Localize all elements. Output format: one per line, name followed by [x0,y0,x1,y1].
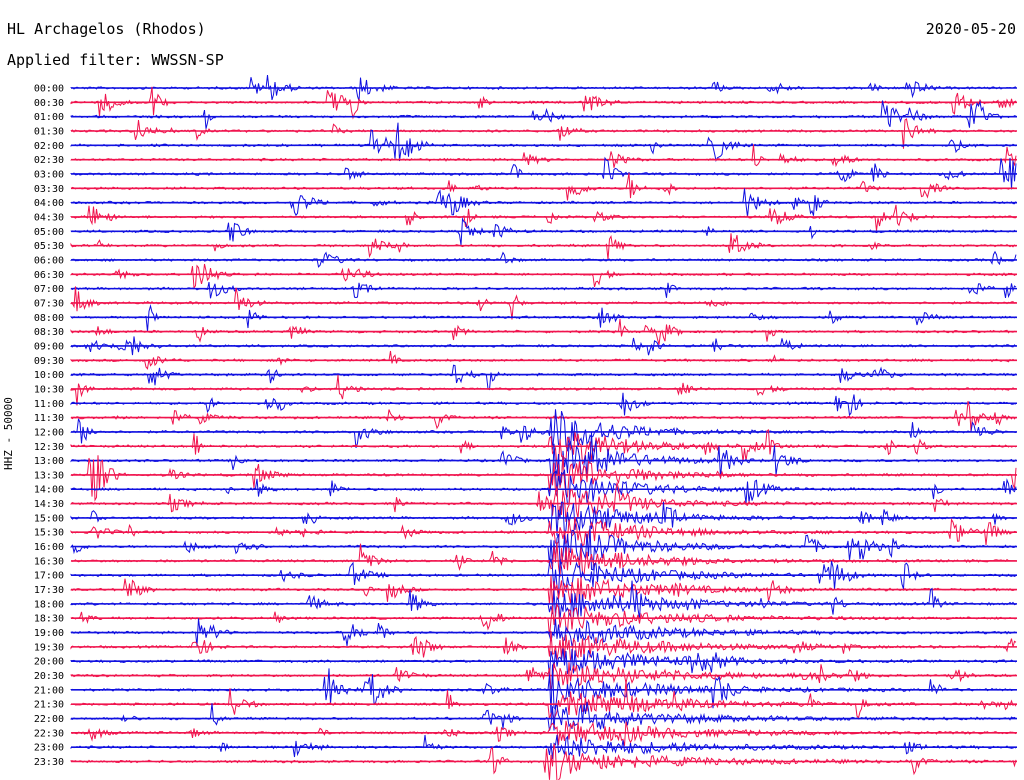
trace-line [70,580,1017,620]
time-label: 02:00 [34,141,64,152]
trace-line [70,122,1017,162]
time-label: 01:00 [34,112,64,123]
date-label: 2020-05-20 [925,20,1016,38]
time-label: 06:30 [34,270,64,281]
trace-line [70,263,1017,290]
time-label: 13:30 [34,470,64,481]
station-title: HL Archagelos (Rhodos) [7,20,206,38]
time-label: 15:00 [34,513,64,524]
time-label: 00:00 [34,84,64,95]
time-label: 18:30 [34,614,64,625]
time-label: 23:30 [34,757,64,768]
time-label: 16:00 [34,542,64,553]
time-label: 10:00 [34,370,64,381]
trace-line [70,701,1017,731]
time-label: 22:00 [34,714,64,725]
trace-line [70,233,1017,260]
time-label: 05:00 [34,227,64,238]
time-label: 20:00 [34,657,64,668]
time-label: 21:30 [34,700,64,711]
trace-line [70,144,1017,168]
time-label: 05:30 [34,241,64,252]
time-label: 12:00 [34,427,64,438]
time-label: 03:30 [34,184,64,195]
time-label: 02:30 [34,155,64,166]
time-label: 07:00 [34,284,64,295]
time-label: 07:30 [34,298,64,309]
trace-line [70,558,1017,597]
time-label: 06:00 [34,255,64,266]
time-label: 04:30 [34,212,64,223]
trace-line [70,542,1017,578]
trace-line [70,409,1017,452]
filter-label: Applied filter: WWSSN-SP [7,51,224,69]
time-label: 19:30 [34,642,64,653]
time-label: 08:30 [34,327,64,338]
trace-line [70,100,1017,129]
time-label: 04:00 [34,198,64,209]
time-label: 13:00 [34,456,64,467]
trace-line [70,517,1017,547]
time-label: 09:30 [34,356,64,367]
time-label: 11:30 [34,413,64,424]
time-label: 08:00 [34,313,64,324]
time-label: 11:00 [34,399,64,410]
trace-line [70,364,1017,391]
time-label: 23:00 [34,743,64,754]
time-label: 10:30 [34,384,64,395]
time-label: 01:30 [34,126,64,137]
time-label: 21:00 [34,685,64,696]
time-label: 17:00 [34,571,64,582]
time-label: 20:30 [34,671,64,682]
time-label: 03:00 [34,169,64,180]
trace-line [70,392,1017,417]
trace-line [70,204,1016,231]
time-label: 19:00 [34,628,64,639]
trace-line [70,281,1017,299]
time-label: 00:30 [34,98,64,109]
trace-line [70,455,1017,502]
time-label: 16:30 [34,556,64,567]
time-label: 18:00 [34,599,64,610]
trace-line [70,631,1017,661]
trace-line [70,648,1017,677]
trace-line [70,400,1017,432]
trace-line [70,304,1017,332]
time-label: 12:30 [34,442,64,453]
time-label: 15:30 [34,528,64,539]
time-label: 17:30 [34,585,64,596]
time-label: 14:00 [34,485,64,496]
time-label: 14:30 [34,499,64,510]
time-label: 22:30 [34,728,64,739]
time-label: 09:00 [34,341,64,352]
